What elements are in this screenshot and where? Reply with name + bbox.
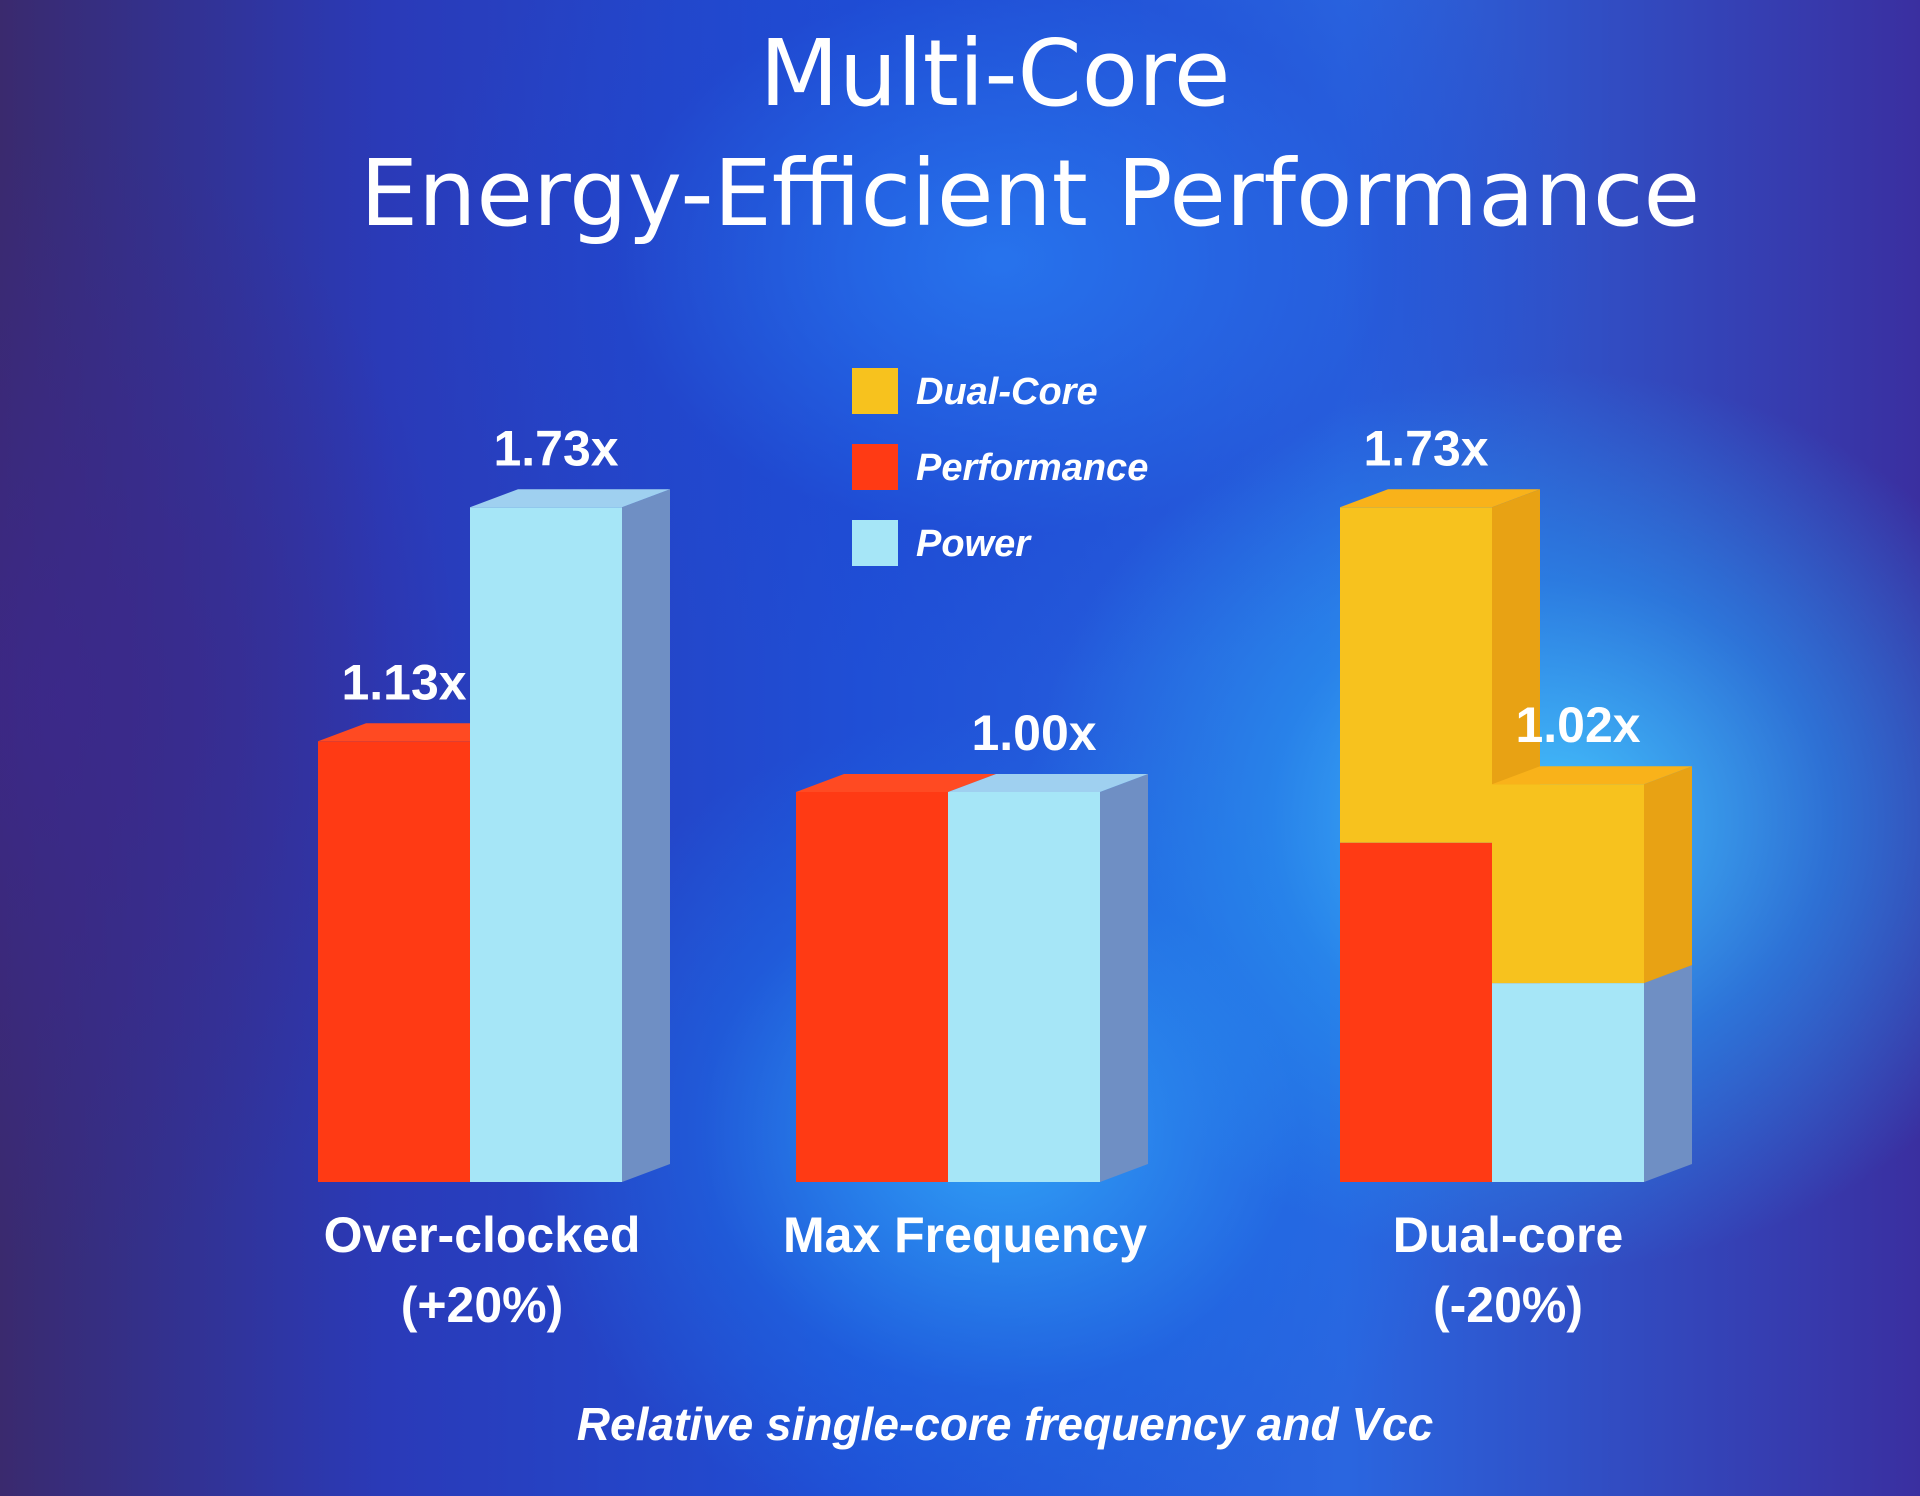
bar-dualcore-power-extra-top (1492, 766, 1692, 785)
bar-dualcore-power-extra-front (1492, 784, 1644, 984)
category-labels: Over-clocked (+20%) Max Frequency Dual-core… (324, 1207, 1624, 1333)
bar-1-power-side (1100, 774, 1148, 1182)
bar-0-power-side (622, 489, 670, 1182)
value-label-0: 1.13x (341, 654, 466, 710)
bar-1-performance-front (796, 792, 948, 1182)
bar-dualcore-power-extra (1492, 766, 1692, 984)
category-label-2-line1: Dual-core (1393, 1207, 1624, 1263)
bar-dualcore-performance-extra (1340, 489, 1540, 843)
bar-dualcore-power-extra-side (1644, 766, 1692, 984)
legend-swatch-power (852, 520, 898, 566)
legend: Dual-Core Performance Power (852, 368, 1148, 566)
value-label-5: 1.02x (1515, 697, 1640, 753)
bar-dualcore-power-front (1492, 983, 1644, 1182)
chart-title-line-1: Multi-Core (759, 20, 1230, 127)
value-label-1: 1.73x (493, 420, 618, 476)
bar-0-performance-top (318, 723, 518, 742)
bar-dualcore-power-side (1644, 965, 1692, 1182)
bar-0-performance-front (318, 741, 470, 1182)
bar-1-power (948, 774, 1148, 1182)
legend-label-performance: Performance (916, 447, 1148, 489)
legend-swatch-dual-core (852, 368, 898, 414)
bar-dualcore-power (1492, 965, 1692, 1182)
legend-swatch-performance (852, 444, 898, 490)
category-label-0-line2: (+20%) (401, 1277, 564, 1333)
bars-group: 1.13x 1.73x 1.00x 1.73x 1.02x (318, 420, 1692, 1182)
bar-1-power-front (948, 792, 1100, 1182)
bar-0-power (470, 489, 670, 1182)
bar-1-performance-top (796, 774, 996, 792)
category-label-0-line1: Over-clocked (324, 1207, 641, 1263)
bar-dualcore-performance-extra-side (1492, 489, 1540, 843)
bar-dualcore-performance-front (1340, 842, 1492, 1182)
chart-title-line-2: Energy-Efficient Performance (360, 140, 1700, 247)
value-label-4: 1.73x (1363, 420, 1488, 476)
bar-0-power-front (470, 507, 622, 1182)
value-label-3: 1.00x (971, 705, 1096, 761)
legend-label-dual-core: Dual-Core (916, 371, 1098, 413)
bar-1-power-top (948, 774, 1148, 792)
bar-dualcore-performance-extra-front (1340, 507, 1492, 843)
bar-0-power-top (470, 489, 670, 508)
x-axis-label: Relative single-core frequency and Vcc (577, 1398, 1433, 1450)
category-label-2-line2: (-20%) (1433, 1277, 1583, 1333)
legend-label-power: Power (916, 523, 1032, 565)
category-label-1-line1: Max Frequency (783, 1207, 1147, 1263)
bar-dualcore-performance-extra-top (1340, 489, 1540, 508)
